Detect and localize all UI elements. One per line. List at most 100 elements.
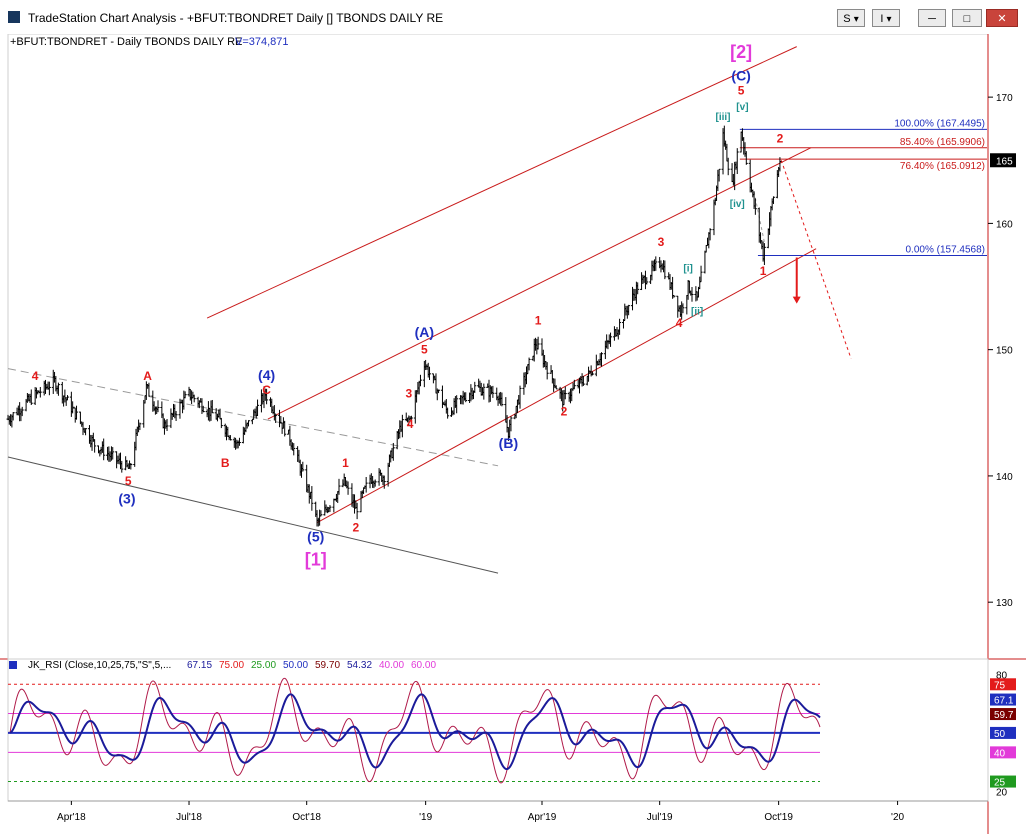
ohlc-bar — [428, 366, 432, 380]
ohlc-bar — [156, 400, 160, 413]
ohlc-bar — [328, 505, 332, 512]
channel-line[interactable] — [316, 248, 817, 524]
wave-label: [iv] — [730, 199, 745, 210]
minimize-button[interactable]: ─ — [918, 9, 946, 27]
ohlc-bar — [346, 481, 350, 495]
channel-line[interactable] — [780, 160, 852, 359]
wave-label: B — [221, 456, 230, 470]
x-tick-label: Apr'18 — [57, 812, 86, 823]
rsi-fast-line — [9, 677, 821, 784]
ohlc-bar — [292, 443, 296, 456]
dropdown-chevron-icon: ▾ — [853, 14, 859, 25]
close-button[interactable]: ✕ — [986, 9, 1018, 27]
wave-label: 2 — [777, 132, 784, 146]
ohlc-bar — [20, 406, 24, 417]
s-button[interactable]: S ▾ — [837, 9, 865, 27]
ohlc-bar — [129, 462, 133, 470]
ohlc-bar — [762, 243, 766, 266]
wave-label: 2 — [561, 404, 568, 418]
ohlc-bar — [120, 460, 124, 473]
ohlc-bar — [102, 438, 106, 461]
ohlc-bar — [699, 265, 703, 283]
wave-label: 4 — [407, 417, 414, 431]
price-tick-label: 140 — [996, 472, 1013, 483]
ohlc-bar — [364, 477, 368, 493]
ohlc-bar — [237, 437, 241, 446]
chart-area[interactable]: +BFUT:TBONDRET - Daily TBONDS DAILY RE V… — [0, 34, 1026, 834]
rsi-level-tag — [990, 775, 1016, 788]
ohlc-bar — [473, 381, 477, 393]
wave-label: [1] — [305, 550, 327, 570]
wave-label: (3) — [118, 491, 135, 507]
ohlc-bar — [446, 407, 450, 419]
ohlc-bar — [183, 391, 187, 399]
ohlc-bar — [246, 420, 250, 427]
wave-label: C — [262, 383, 271, 397]
ohlc-bar — [708, 228, 712, 241]
rsi-level-tag-label: 25 — [994, 778, 1006, 789]
ohlc-bar — [75, 405, 79, 420]
ohlc-bar — [409, 415, 413, 424]
chart-symbol: +BFUT:TBONDRET - Daily TBONDS DAILY RE — [10, 36, 242, 48]
ohlc-bar — [654, 256, 658, 271]
channel-line[interactable] — [267, 147, 812, 420]
channel-line[interactable] — [7, 456, 499, 574]
ohlc-bar — [590, 371, 594, 376]
wave-label: 4 — [676, 316, 683, 330]
rsi-slow-line — [9, 693, 821, 771]
wave-label: 1 — [760, 264, 767, 278]
i-button[interactable]: I ▾ — [872, 9, 900, 27]
ohlc-bar — [735, 148, 739, 175]
ohlc-bar — [84, 428, 88, 436]
price-tick-label: 130 — [996, 598, 1013, 609]
fib-label: 0.00% (157.4568) — [905, 245, 985, 256]
ohlc-bar — [174, 411, 178, 421]
rsi-level-tag-label: 75 — [994, 680, 1006, 691]
channel-line[interactable] — [206, 46, 797, 319]
ohlc-bar — [482, 383, 486, 400]
rsi-level-tag — [990, 746, 1016, 759]
wave-label: 1 — [342, 456, 349, 470]
indicator-icon — [9, 661, 17, 669]
ohlc-bar — [310, 486, 314, 511]
ohlc-bar — [29, 389, 33, 406]
ohlc-bar — [690, 287, 694, 302]
wave-label: 4 — [32, 369, 39, 383]
ohlc-bar — [554, 385, 558, 390]
ohlc-bar — [400, 414, 404, 438]
ohlc-bar — [778, 157, 782, 172]
maximize-icon: □ — [963, 13, 971, 25]
x-tick-label: Oct'19 — [764, 812, 793, 823]
fib-label: 100.00% (167.4495) — [894, 118, 985, 129]
ohlc-bar — [319, 510, 323, 517]
price-tick-label: 160 — [996, 219, 1013, 230]
wave-label: (C) — [731, 68, 750, 84]
ohlc-bar — [509, 416, 513, 432]
price-bars — [6, 125, 782, 527]
maximize-button[interactable]: □ — [952, 9, 982, 27]
rsi-readout: 40.00 — [379, 660, 404, 671]
fib-label: 85.40% (165.9906) — [900, 137, 985, 148]
wave-label: (4) — [258, 367, 275, 383]
ohlc-bar — [536, 336, 540, 350]
wave-label: 5 — [125, 474, 132, 488]
price-y-axis: 130 140 150 160 170 165 — [988, 93, 1016, 609]
wave-label: [i] — [683, 263, 692, 274]
wave-label: 5 — [738, 84, 745, 98]
ohlc-bar — [93, 439, 97, 453]
rsi-level-tag — [990, 678, 1016, 691]
wave-label: [v] — [736, 102, 748, 113]
wave-label: 3 — [405, 387, 412, 401]
ohlc-bar — [771, 196, 775, 205]
x-tick-label: Jul'18 — [176, 812, 202, 823]
ohlc-bar — [681, 303, 685, 314]
rsi-readout: 59.70 — [315, 660, 340, 671]
ohlc-bar — [219, 417, 223, 429]
rsi-readout: 60.00 — [411, 660, 436, 671]
rsi-header: JK_RSI (Close,10,25,75,"S",5,... 67.15 75… — [9, 660, 436, 671]
channel-line[interactable] — [7, 368, 499, 467]
minimize-icon: ─ — [928, 13, 936, 25]
ohlc-bar — [56, 382, 60, 396]
wave-label: 5 — [421, 342, 428, 356]
fib-levels: 100.00% (167.4495) 85.40% (165.9906) 76.40… — [739, 118, 987, 257]
